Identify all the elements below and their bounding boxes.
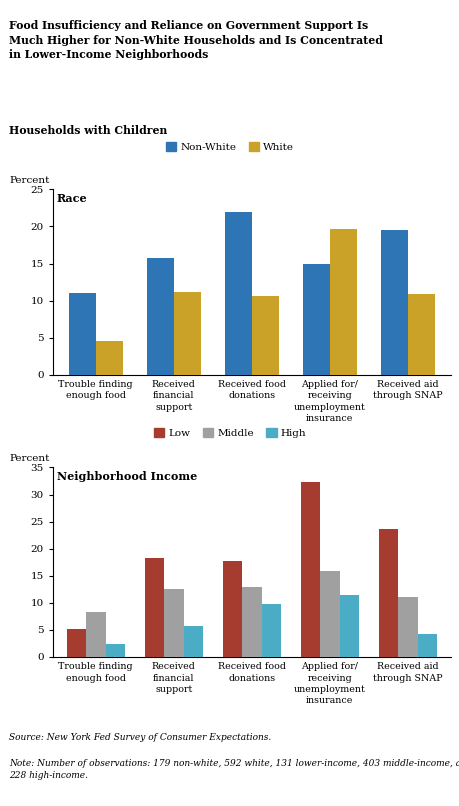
Bar <box>417 634 436 657</box>
Bar <box>224 212 252 375</box>
Bar <box>300 482 319 657</box>
Bar <box>67 629 86 657</box>
Bar <box>380 231 407 375</box>
Bar <box>164 589 183 657</box>
Bar <box>302 264 329 375</box>
Bar <box>86 612 105 657</box>
Bar <box>105 644 125 657</box>
Text: Race: Race <box>57 193 87 204</box>
Bar <box>378 530 397 657</box>
Bar <box>174 293 201 375</box>
Text: Note: Number of observations: 179 non-white, 592 white, 131 lower-income, 403 mi: Note: Number of observations: 179 non-wh… <box>9 759 459 780</box>
Bar <box>241 587 261 657</box>
Bar <box>407 294 434 375</box>
Bar <box>146 258 174 375</box>
Bar <box>68 293 95 375</box>
Bar <box>319 571 339 657</box>
Text: Percent: Percent <box>9 177 50 185</box>
Bar <box>329 230 356 375</box>
Bar <box>144 558 164 657</box>
Bar <box>339 595 358 657</box>
Bar <box>261 604 280 657</box>
Text: Neighborhood Income: Neighborhood Income <box>57 472 197 482</box>
Legend: Non-White, White: Non-White, White <box>165 142 294 152</box>
Legend: Low, Middle, High: Low, Middle, High <box>153 428 306 438</box>
Bar <box>252 296 279 375</box>
Bar <box>222 560 241 657</box>
Text: Source: New York Fed Survey of Consumer Expectations.: Source: New York Fed Survey of Consumer … <box>9 733 271 742</box>
Text: Households with Children: Households with Children <box>9 125 167 136</box>
Bar <box>397 597 417 657</box>
Text: Food Insufficiency and Reliance on Government Support Is
Much Higher for Non-Whi: Food Insufficiency and Reliance on Gover… <box>9 20 382 60</box>
Bar <box>183 625 202 657</box>
Bar <box>95 342 123 375</box>
Text: Percent: Percent <box>9 455 50 463</box>
